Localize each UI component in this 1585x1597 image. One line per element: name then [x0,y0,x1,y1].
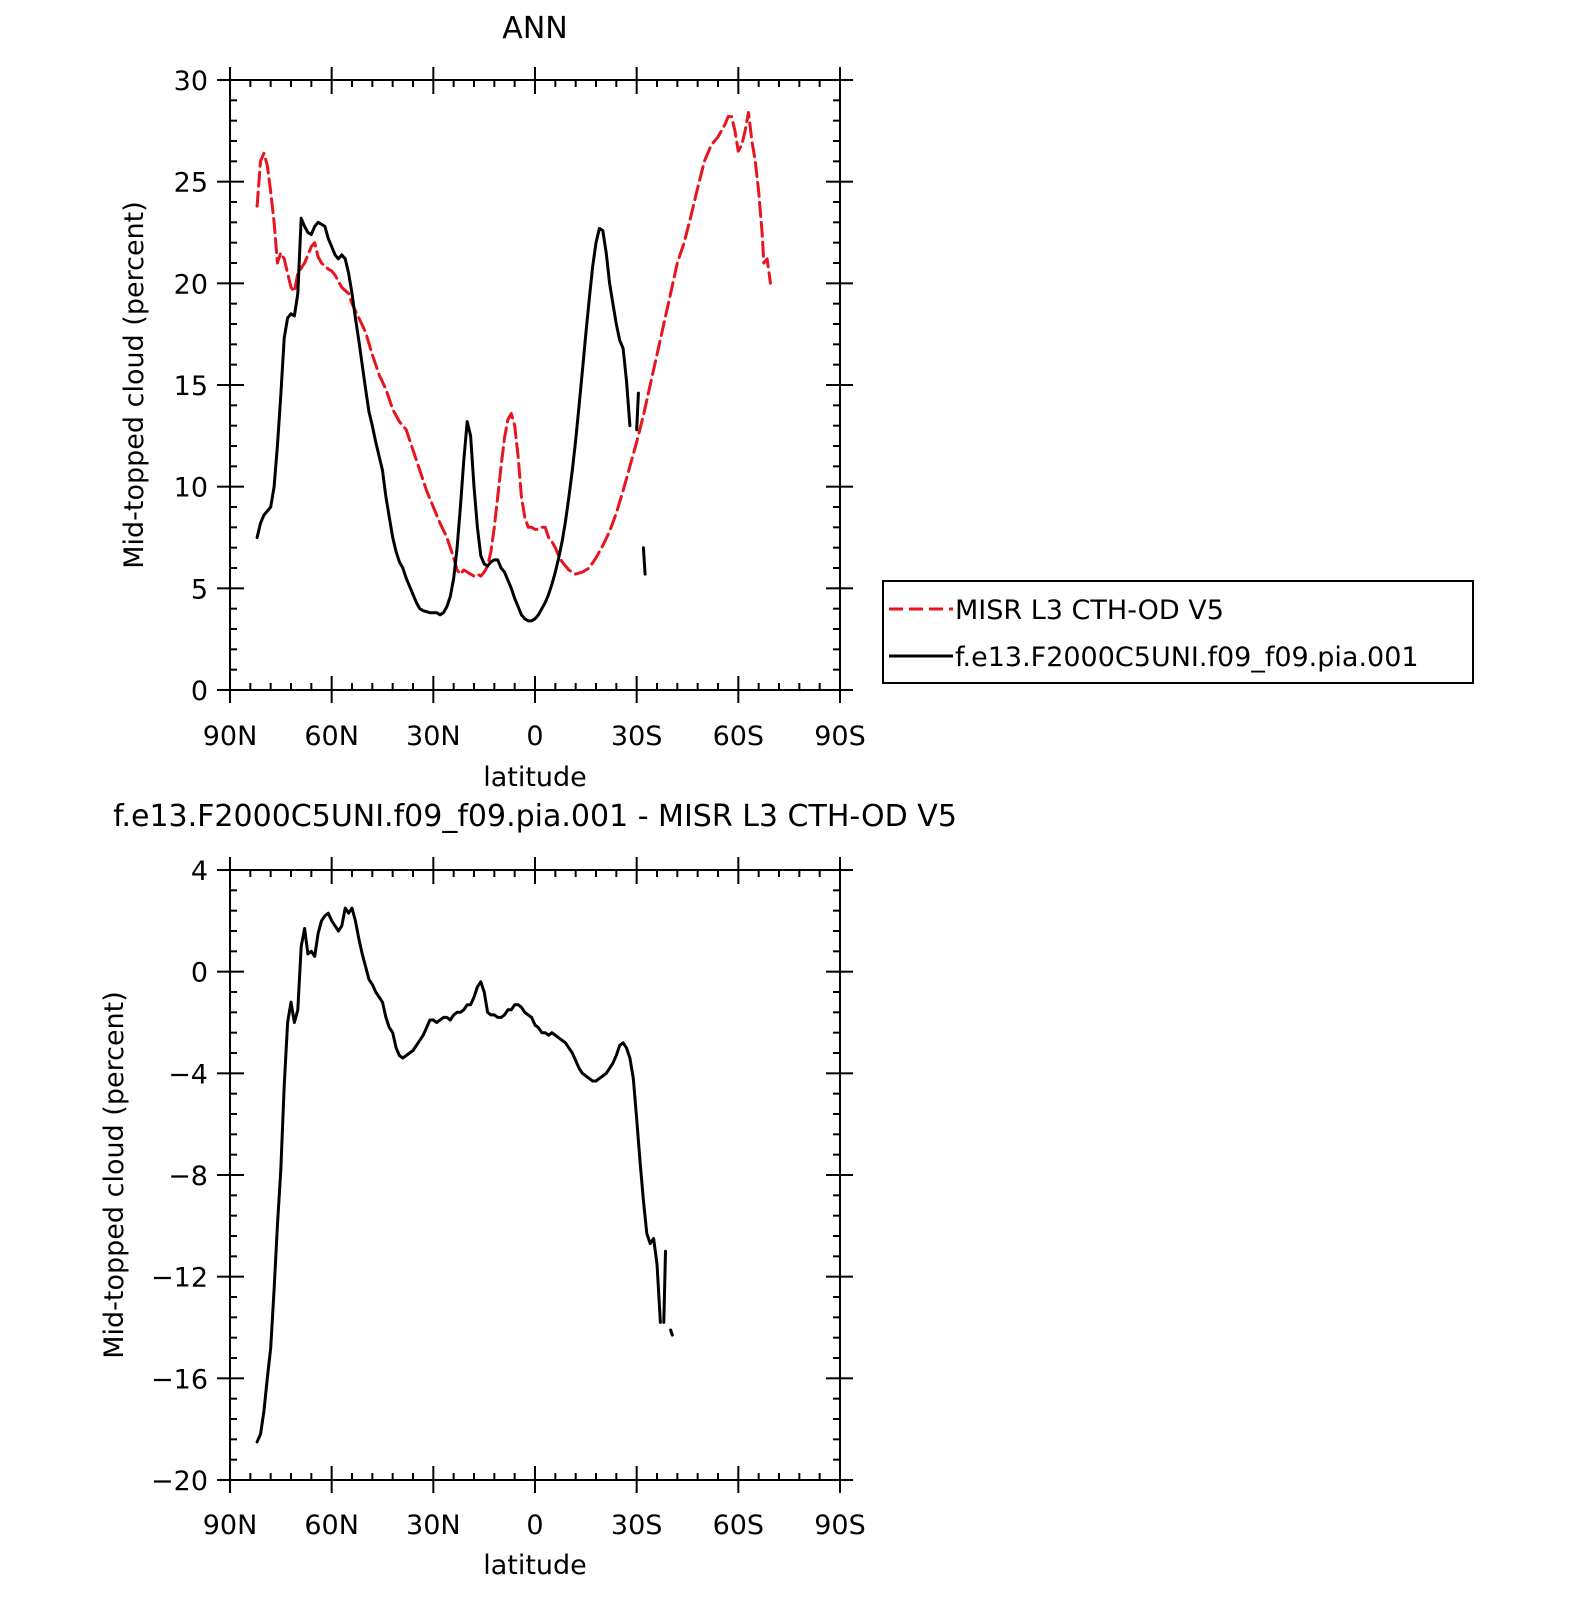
y-tick-label: 0 [191,958,208,989]
y-axis-label: Mid-topped cloud (percent) [119,201,150,569]
y-tick-label: 25 [174,168,208,199]
legend-box [882,580,1474,684]
series-line-1 [641,546,647,576]
plot-frame [229,79,841,691]
y-tick-label: −16 [151,1364,208,1395]
x-tick-label: 0 [526,1510,543,1541]
legend-label-1: f.e13.F2000C5UNI.f09_f09.pia.001 [955,642,1419,673]
x-tick-label: 30S [611,721,663,752]
x-axis-label: latitude [483,762,587,793]
y-tick-label: 10 [174,473,208,504]
y-tick-label: 30 [174,66,208,97]
series-line-1 [255,216,632,623]
y-tick-label: −4 [168,1059,208,1090]
x-tick-label: 30N [406,721,461,752]
x-tick-label: 90N [203,721,258,752]
y-tick-label: −20 [151,1466,208,1497]
series-line-1 [635,391,640,432]
bottom-panel: 90N 60N 30N 0 30S 60S 90S −20 −16 −12 −8 −4 0 4 f.e13.… [99,799,957,1581]
x-tick-label: 0 [526,721,543,752]
top-panel: 90N 60N 30N 0 30S 60S 90S 0 5 10 15 20 25 30 ANN latitu… [119,11,866,793]
x-tick-label: 60S [713,721,765,752]
series-line-0 [255,906,662,1444]
x-axis-label: latitude [483,1550,587,1581]
legend: MISR L3 CTH-OD V5 f.e13.F2000C5UNI.f09_f0… [882,580,1474,684]
chart-title: ANN [502,11,567,46]
y-axis-label: Mid-topped cloud (percent) [99,991,130,1359]
x-tick-label: 30S [611,1510,663,1541]
series-line-0 [662,1249,667,1324]
x-tick-label: 60N [304,721,359,752]
y-tick-label: 4 [191,856,208,887]
plot-frame [229,869,841,1481]
x-tick-label: 90S [814,721,866,752]
series-line-0 [255,111,772,578]
x-tick-label: 60S [713,1510,765,1541]
y-tick-label: 15 [174,371,208,402]
x-tick-label: 60N [304,1510,359,1541]
y-tick-label: 5 [191,574,208,605]
x-tick-label: 30N [406,1510,461,1541]
legend-label-0: MISR L3 CTH-OD V5 [955,595,1224,626]
y-tick-label: −12 [151,1263,208,1294]
y-tick-label: 20 [174,269,208,300]
x-tick-label: 90S [814,1510,866,1541]
chart-title: f.e13.F2000C5UNI.f09_f09.pia.001 - MISR … [113,799,957,834]
series-line-0 [669,1328,674,1337]
y-tick-label: 0 [191,676,208,707]
y-tick-label: −8 [168,1161,208,1192]
x-tick-label: 90N [203,1510,258,1541]
